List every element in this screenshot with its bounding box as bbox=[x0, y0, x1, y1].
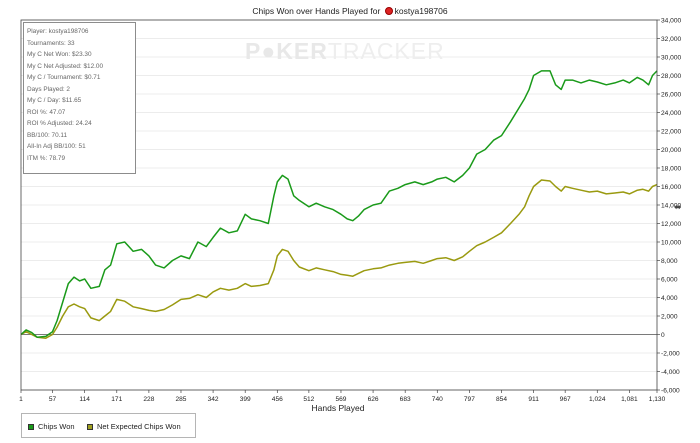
x-tick-label: 797 bbox=[464, 396, 475, 403]
series-line-0 bbox=[20, 70, 658, 339]
y-tick-label: 28,000 bbox=[661, 73, 682, 80]
stat-itm: ITM %: 78.79 bbox=[27, 154, 66, 162]
y-tick-label: 8,000 bbox=[661, 258, 678, 265]
stat-net-won: My C Net Won: $23.30 bbox=[27, 51, 92, 58]
x-tick-label: 399 bbox=[240, 396, 251, 403]
y-tick-label: 12,000 bbox=[661, 221, 682, 228]
legend-item-chips-won[interactable]: Chips Won bbox=[28, 422, 75, 431]
stat-tournaments: Tournaments: 33 bbox=[27, 39, 75, 47]
legend-item-net-expected[interactable]: Net Expected Chips Won bbox=[87, 422, 181, 431]
y-tick-label: -2,000 bbox=[661, 351, 680, 358]
x-axis-label: Hands Played bbox=[312, 403, 365, 413]
legend-swatch-net-expected bbox=[87, 423, 93, 430]
stat-days-played: Days Played: 2 bbox=[27, 85, 70, 93]
y-tick-label: 6,000 bbox=[661, 277, 678, 284]
x-tick-label: 854 bbox=[496, 396, 507, 403]
stat-net-adjusted: My C Net Adjusted: $12.00 bbox=[27, 62, 104, 70]
y-tick-label: 20,000 bbox=[661, 147, 682, 154]
chart-title-text: Chips Won over Hands Played for bbox=[252, 6, 381, 16]
y-tick-label: 32,000 bbox=[661, 36, 682, 43]
series-lines bbox=[20, 70, 658, 339]
x-tick-label: 740 bbox=[432, 396, 443, 403]
legend-label-net-expected: Net Expected Chips Won bbox=[97, 422, 181, 431]
chart-title: Chips Won over Hands Played for kostya19… bbox=[0, 6, 700, 16]
x-tick-label: 1,024 bbox=[589, 396, 606, 403]
x-tick-label: 626 bbox=[368, 396, 379, 403]
x-tick-label: 1,130 bbox=[649, 396, 666, 403]
x-tick-label: 512 bbox=[303, 396, 314, 403]
stat-per-tournament: My C / Tournament: $0.71 bbox=[27, 74, 101, 81]
poker-chip-icon bbox=[384, 7, 393, 15]
x-tick-label: 57 bbox=[49, 396, 57, 403]
y-tick-label: 16,000 bbox=[661, 184, 682, 191]
x-axis-ticks: 1 57 114 171 228 285 342 399 456 512 569 626 683 740 7… bbox=[19, 390, 666, 403]
stat-roi: ROI %: 47.07 bbox=[27, 108, 66, 116]
x-tick-label: 1 bbox=[19, 396, 23, 403]
y-tick-label: 24,000 bbox=[661, 110, 682, 117]
stat-per-day: My C / Day: $11.65 bbox=[27, 97, 82, 104]
x-tick-label: 1,081 bbox=[621, 396, 638, 403]
legend-label-chips-won: Chips Won bbox=[38, 422, 75, 431]
y-tick-label: -4,000 bbox=[661, 369, 680, 376]
x-tick-label: 342 bbox=[208, 396, 219, 403]
x-tick-label: 285 bbox=[175, 396, 186, 403]
y-tick-label: -6,000 bbox=[661, 388, 680, 395]
y-tick-label: 30,000 bbox=[661, 55, 682, 62]
x-tick-label: 228 bbox=[143, 396, 154, 403]
y-tick-label: 10,000 bbox=[661, 240, 682, 247]
mouse-cursor-icon: ⬌ bbox=[674, 202, 682, 212]
y-tick-label: 34,000 bbox=[661, 18, 682, 25]
y-tick-label: 0 bbox=[661, 332, 665, 339]
series-line-1 bbox=[20, 179, 658, 339]
y-tick-label: 4,000 bbox=[661, 295, 678, 302]
stat-player: Player: kostya198706 bbox=[27, 28, 89, 35]
y-tick-label: 14,000 bbox=[661, 203, 682, 210]
stat-roi-adjusted: ROI % Adjusted: 24.24 bbox=[27, 120, 92, 127]
player-name: kostya198706 bbox=[394, 6, 448, 16]
x-tick-label: 171 bbox=[111, 396, 122, 403]
y-axis-ticks: -6,000 -4,000 -2,000 0 2,000 4,000 6,000 8,000 1… bbox=[657, 18, 682, 395]
y-tick-label: 2,000 bbox=[661, 314, 678, 321]
x-tick-label: 967 bbox=[560, 396, 571, 403]
chart-legend: Chips Won Net Expected Chips Won bbox=[21, 413, 196, 438]
stat-bb100: BB/100: 70.11 bbox=[27, 131, 68, 139]
y-tick-label: 22,000 bbox=[661, 129, 682, 136]
legend-swatch-chips-won bbox=[28, 423, 34, 430]
x-tick-label: 911 bbox=[528, 396, 539, 403]
pokertracker-watermark: P●KERTRACKER bbox=[245, 38, 445, 64]
x-tick-label: 456 bbox=[272, 396, 283, 403]
x-tick-label: 569 bbox=[335, 396, 346, 403]
x-tick-label: 114 bbox=[79, 396, 90, 403]
stat-allin-bb100: All-In Adj BB/100: 51 bbox=[27, 143, 86, 150]
grid-lines bbox=[21, 19, 657, 391]
player-stats-box: Player: kostya198706 Tournaments: 33 My … bbox=[23, 22, 136, 174]
x-tick-label: 683 bbox=[400, 396, 411, 403]
y-tick-label: 26,000 bbox=[661, 92, 682, 99]
y-tick-label: 18,000 bbox=[661, 166, 682, 173]
